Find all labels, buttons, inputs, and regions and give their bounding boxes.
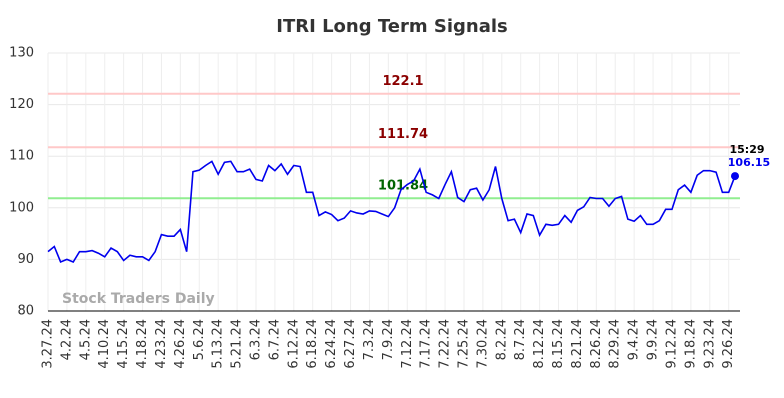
x-tick-label: 8.26.24 <box>589 319 604 369</box>
x-tick-label: 9.26.24 <box>721 319 736 369</box>
x-tick-label: 5.6.24 <box>192 319 207 360</box>
watermark: Stock Traders Daily <box>62 291 215 307</box>
x-tick-label: 6.12.24 <box>286 319 301 369</box>
x-tick-label: 7.25.24 <box>456 319 471 369</box>
x-tick-label: 8.7.24 <box>513 319 528 360</box>
last-time-label: 15:29 <box>729 143 764 156</box>
x-tick-label: 4.15.24 <box>116 319 131 369</box>
x-tick-label: 6.7.24 <box>267 319 282 360</box>
x-tick-label: 7.22.24 <box>438 319 453 369</box>
x-tick-label: 9.12.24 <box>664 319 679 369</box>
x-tick-label: 7.9.24 <box>381 319 396 360</box>
x-tick-label: 6.27.24 <box>343 319 358 369</box>
last-value-label: 106.15 <box>728 156 770 169</box>
x-tick-label: 4.10.24 <box>97 319 112 369</box>
level-label: 101.84 <box>378 178 428 193</box>
y-tick-label: 130 <box>9 46 34 61</box>
last-point <box>731 172 739 181</box>
x-tick-label: 9.18.24 <box>683 319 698 369</box>
x-tick-label: 4.2.24 <box>59 319 74 360</box>
x-tick-label: 9.9.24 <box>646 319 661 360</box>
x-tick-label: 3.27.24 <box>41 319 56 369</box>
x-tick-label: 8.21.24 <box>570 319 585 369</box>
x-tick-label: 6.24.24 <box>324 319 339 369</box>
x-tick-label: 4.26.24 <box>173 319 188 369</box>
chart-title: ITRI Long Term Signals <box>276 16 507 37</box>
x-tick-label: 5.21.24 <box>230 319 245 369</box>
x-tick-label: 6.3.24 <box>248 319 263 360</box>
x-tick-label: 4.5.24 <box>78 319 93 360</box>
x-tick-label: 8.15.24 <box>551 319 566 369</box>
x-tick-label: 9.4.24 <box>627 319 642 360</box>
x-tick-label: 7.30.24 <box>475 319 490 369</box>
y-tick-label: 80 <box>17 304 34 319</box>
level-label: 111.74 <box>378 127 428 142</box>
x-tick-label: 4.18.24 <box>135 319 150 369</box>
x-tick-label: 4.23.24 <box>154 319 169 369</box>
y-tick-label: 90 <box>17 252 34 267</box>
level-label: 122.1 <box>382 74 423 89</box>
x-tick-label: 6.18.24 <box>305 319 320 369</box>
y-tick-label: 120 <box>9 97 34 112</box>
price-line <box>47 160 736 264</box>
x-tick-label: 9.23.24 <box>702 319 717 369</box>
x-tick-label: 8.2.24 <box>494 319 509 360</box>
x-tick-label: 8.29.24 <box>608 319 623 369</box>
x-tick-label: 8.12.24 <box>532 319 547 369</box>
y-tick-label: 110 <box>9 149 34 164</box>
x-tick-label: 7.12.24 <box>400 319 415 369</box>
y-tick-label: 100 <box>9 200 34 215</box>
x-tick-label: 5.13.24 <box>211 319 226 369</box>
x-tick-label: 7.17.24 <box>419 319 434 369</box>
x-tick-label: 7.3.24 <box>362 319 377 360</box>
